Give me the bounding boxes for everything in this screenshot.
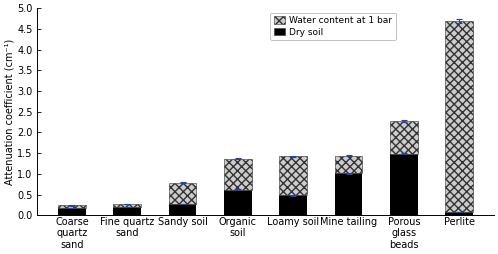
Bar [335,156,363,173]
Bar [114,204,141,207]
Legend: Water content at 1 bar, Dry soil: Water content at 1 bar, Dry soil [270,13,395,40]
Bar [58,205,86,208]
Bar [169,183,196,204]
Bar [335,173,363,215]
Bar [224,189,251,215]
Bar [169,204,196,215]
Bar [224,158,251,189]
Bar [445,212,473,215]
Bar [279,156,307,195]
Bar [279,195,307,215]
Bar [390,153,418,215]
Bar [58,208,86,215]
Bar [445,21,473,212]
Bar [390,121,418,153]
Bar [114,207,141,215]
Y-axis label: Attenuation coefficient (cm⁻¹): Attenuation coefficient (cm⁻¹) [4,39,14,185]
